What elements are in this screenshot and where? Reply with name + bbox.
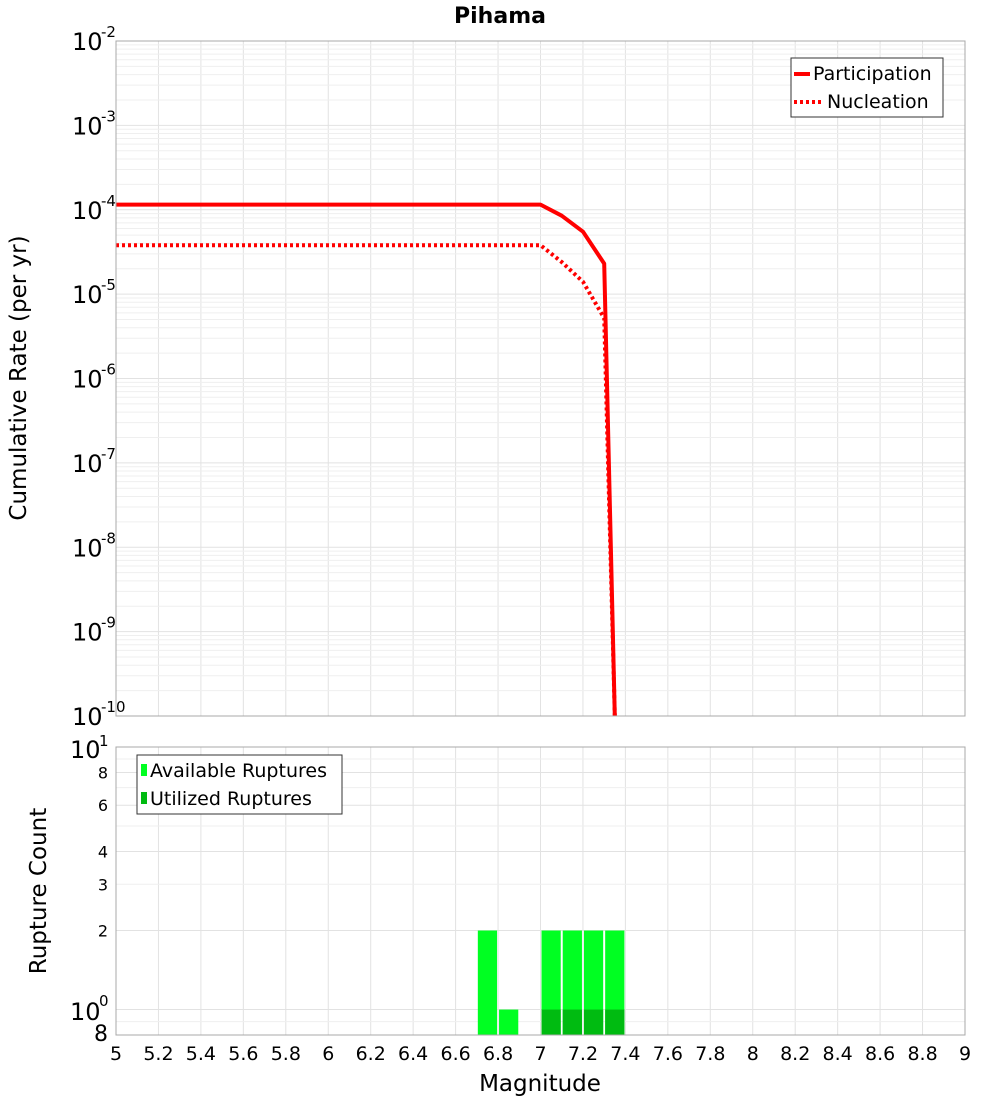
rupture-y-tick-label: 6 bbox=[98, 796, 108, 815]
x-tick-label: 8 bbox=[747, 1043, 759, 1065]
rupture-count-plot: 8 2 3 4 6 8 5 5.2 5.4 5.6 5.8 6 6.2 6.4 6.6 6.8 7 7.2 7.4… bbox=[26, 732, 971, 1097]
svg-text:10: 10 bbox=[72, 112, 103, 140]
utilized-ruptures-legend-label: Utilized Ruptures bbox=[150, 788, 312, 810]
rate-plot-grid bbox=[115, 41, 966, 717]
x-tick-label: 6.4 bbox=[398, 1043, 428, 1065]
available-ruptures-legend-label: Available Ruptures bbox=[150, 760, 327, 782]
rate-plot-legend: Participation Nucleation bbox=[790, 57, 944, 118]
available-ruptures-bar bbox=[499, 1009, 519, 1035]
svg-text:-9: -9 bbox=[101, 614, 116, 632]
available-ruptures-bar bbox=[477, 930, 498, 1035]
rupture-plot-y-mid-label: 10 0 bbox=[70, 992, 109, 1026]
available-ruptures-legend-swatch bbox=[141, 764, 147, 776]
svg-text:-3: -3 bbox=[101, 107, 116, 125]
svg-text:-5: -5 bbox=[101, 276, 116, 294]
x-tick-label: 8.4 bbox=[823, 1043, 853, 1065]
svg-text:10: 10 bbox=[72, 366, 103, 394]
x-tick-label: 6 bbox=[322, 1043, 334, 1065]
svg-text:-4: -4 bbox=[101, 192, 116, 210]
chart-title: Pihama bbox=[454, 4, 546, 29]
x-tick-label: 8.6 bbox=[865, 1043, 895, 1065]
svg-text:10: 10 bbox=[72, 450, 103, 478]
rate-plot-y-ticks: 10-210-310-410-510-610-710-810-910-10 bbox=[72, 23, 126, 731]
svg-text:10: 10 bbox=[72, 703, 103, 731]
available-ruptures-bar bbox=[541, 930, 561, 1035]
available-ruptures-bar bbox=[605, 930, 625, 1035]
svg-text:-8: -8 bbox=[101, 529, 116, 547]
svg-text:10: 10 bbox=[72, 28, 103, 56]
x-tick-label: 5.4 bbox=[186, 1043, 216, 1065]
x-tick-label: 7.8 bbox=[695, 1043, 725, 1065]
rupture-y-tick-label: 3 bbox=[98, 875, 108, 894]
x-tick-label: 7.2 bbox=[568, 1043, 598, 1065]
rupture-plot-border bbox=[115, 746, 966, 1036]
rupture-y-tick-label: 4 bbox=[98, 842, 108, 861]
nucleation-line bbox=[116, 243, 617, 717]
rate-plot-series bbox=[116, 202, 617, 717]
x-tick-label: 5.2 bbox=[143, 1043, 173, 1065]
rate-y-tick-label: 10-10 bbox=[72, 698, 126, 731]
rupture-plot-y-top-label: 10 1 bbox=[70, 732, 109, 764]
utilized-ruptures-bar bbox=[562, 1009, 582, 1035]
x-tick-label: 9 bbox=[959, 1043, 971, 1065]
rate-plot: 10-210-310-410-510-610-710-810-910-10 Cu… bbox=[6, 23, 966, 731]
participation-legend-label: Participation bbox=[813, 63, 932, 85]
rate-plot-y-axis-label: Cumulative Rate (per yr) bbox=[6, 235, 32, 520]
x-tick-label: 7.6 bbox=[653, 1043, 683, 1065]
x-tick-label: 8.8 bbox=[907, 1043, 937, 1065]
available-ruptures-bar bbox=[583, 930, 604, 1035]
svg-text:10: 10 bbox=[72, 281, 103, 309]
rate-y-tick-label: 10-6 bbox=[72, 361, 116, 394]
svg-text:-10: -10 bbox=[101, 698, 126, 716]
svg-text:10: 10 bbox=[72, 197, 103, 225]
rupture-y-tick-label: 2 bbox=[98, 922, 108, 941]
available-ruptures-bar bbox=[562, 930, 582, 1035]
utilized-ruptures-bar bbox=[605, 1009, 625, 1035]
rate-plot-border bbox=[115, 40, 966, 717]
svg-text:-6: -6 bbox=[101, 361, 116, 379]
nucleation-legend-label: Nucleation bbox=[827, 91, 929, 113]
x-axis-label: Magnitude bbox=[479, 1071, 601, 1097]
rupture-y-tick-label: 8 bbox=[94, 1022, 108, 1047]
rate-y-tick-label: 10-4 bbox=[72, 192, 116, 225]
svg-text:10: 10 bbox=[70, 736, 101, 764]
x-tick-label: 5 bbox=[110, 1043, 122, 1065]
svg-text:10: 10 bbox=[72, 619, 103, 647]
utilized-ruptures-bar bbox=[583, 1009, 604, 1035]
svg-text:-2: -2 bbox=[101, 23, 116, 41]
x-tick-label: 5.6 bbox=[228, 1043, 258, 1065]
x-tick-label: 8.2 bbox=[780, 1043, 810, 1065]
rupture-plot-legend: Available Ruptures Utilized Ruptures bbox=[136, 754, 343, 815]
utilized-ruptures-legend-swatch bbox=[141, 792, 147, 804]
rate-y-tick-label: 10-5 bbox=[72, 276, 116, 309]
rate-y-tick-label: 10-9 bbox=[72, 614, 116, 647]
rupture-plot-bars bbox=[477, 930, 625, 1035]
rupture-plot-y-ticks: 8 2 3 4 6 8 bbox=[94, 763, 108, 1047]
participation-line bbox=[116, 202, 617, 717]
rupture-plot-y-axis-label: Rupture Count bbox=[26, 808, 52, 974]
svg-text:1: 1 bbox=[99, 732, 109, 750]
utilized-ruptures-bar bbox=[541, 1009, 561, 1035]
x-tick-label: 5.8 bbox=[271, 1043, 301, 1065]
x-tick-label: 6.6 bbox=[440, 1043, 470, 1065]
rupture-y-tick-label: 8 bbox=[98, 763, 108, 782]
x-tick-label: 7 bbox=[534, 1043, 546, 1065]
x-tick-label: 7.4 bbox=[610, 1043, 640, 1065]
rate-y-tick-label: 10-3 bbox=[72, 107, 116, 140]
rate-plot-legend-box bbox=[790, 57, 944, 118]
svg-text:10: 10 bbox=[72, 534, 103, 562]
svg-text:0: 0 bbox=[99, 992, 109, 1010]
svg-text:10: 10 bbox=[70, 998, 101, 1026]
rupture-plot-legend-box bbox=[136, 754, 343, 815]
rate-y-tick-label: 10-8 bbox=[72, 529, 116, 562]
rate-y-tick-label: 10-7 bbox=[72, 445, 116, 478]
x-tick-label: 6.2 bbox=[356, 1043, 386, 1065]
rupture-plot-x-ticks: 5 5.2 5.4 5.6 5.8 6 6.2 6.4 6.6 6.8 7 7.2 7.4 7.6 7.8 8… bbox=[110, 1043, 971, 1065]
rate-y-tick-label: 10-2 bbox=[72, 23, 116, 56]
x-tick-label: 6.8 bbox=[483, 1043, 513, 1065]
svg-text:-7: -7 bbox=[101, 445, 116, 463]
